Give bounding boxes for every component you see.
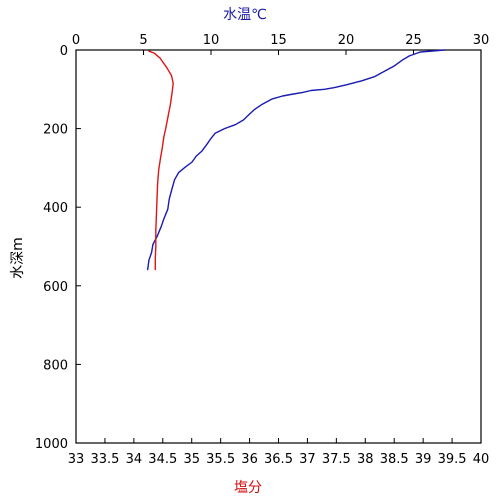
left-tick-label: 1000	[35, 437, 68, 452]
bottom-tick-label: 37.5	[322, 452, 351, 467]
top-axis-ticks: 0 5 10 15 20 25 30	[72, 33, 489, 55]
left-axis-title: 水深m	[10, 237, 26, 279]
left-tick-label: 200	[43, 123, 68, 138]
bottom-tick-label: 37	[299, 452, 316, 467]
left-axis-ticks: 0 200 400 600 800 1000	[35, 44, 81, 452]
left-tick-label: 600	[43, 280, 68, 295]
plot-frame	[75, 49, 482, 444]
bottom-tick-label: 35.5	[206, 452, 235, 467]
series-layer	[146, 49, 445, 271]
bottom-tick-label: 36	[241, 452, 258, 467]
salinity-line	[148, 50, 174, 271]
water-temperature-line	[146, 49, 445, 271]
top-tick-label: 30	[473, 33, 490, 48]
left-tick-label: 400	[43, 201, 68, 216]
bottom-tick-label: 36.5	[264, 452, 293, 467]
bottom-axis-title: 塩分	[234, 480, 262, 496]
bottom-tick-label: 39.5	[438, 452, 467, 467]
bottom-tick-label: 35	[183, 452, 200, 467]
top-tick-label: 20	[338, 33, 355, 48]
left-tick-label: 800	[43, 358, 68, 373]
top-tick-label: 15	[270, 33, 287, 48]
top-tick-label: 10	[203, 33, 220, 48]
bottom-axis-ticks: 33 33.5 34 34.5 35 35.5 36 36.5 37 37.5 38 38.5 39 39…	[68, 438, 490, 467]
bottom-tick-label: 33	[68, 452, 85, 467]
bottom-tick-label: 38	[357, 452, 374, 467]
bottom-tick-label: 39	[415, 452, 432, 467]
bottom-tick-label: 40	[473, 452, 490, 467]
bottom-tick-label: 38.5	[380, 452, 409, 467]
bottom-tick-label: 34.5	[148, 452, 177, 467]
top-tick-label: 5	[139, 33, 147, 48]
left-tick-label: 0	[60, 44, 68, 59]
bottom-tick-label: 33.5	[90, 452, 119, 467]
bottom-tick-label: 34	[126, 452, 143, 467]
top-tick-label: 25	[405, 33, 422, 48]
top-axis-title: 水温℃	[223, 7, 267, 23]
top-tick-label: 0	[72, 33, 80, 48]
